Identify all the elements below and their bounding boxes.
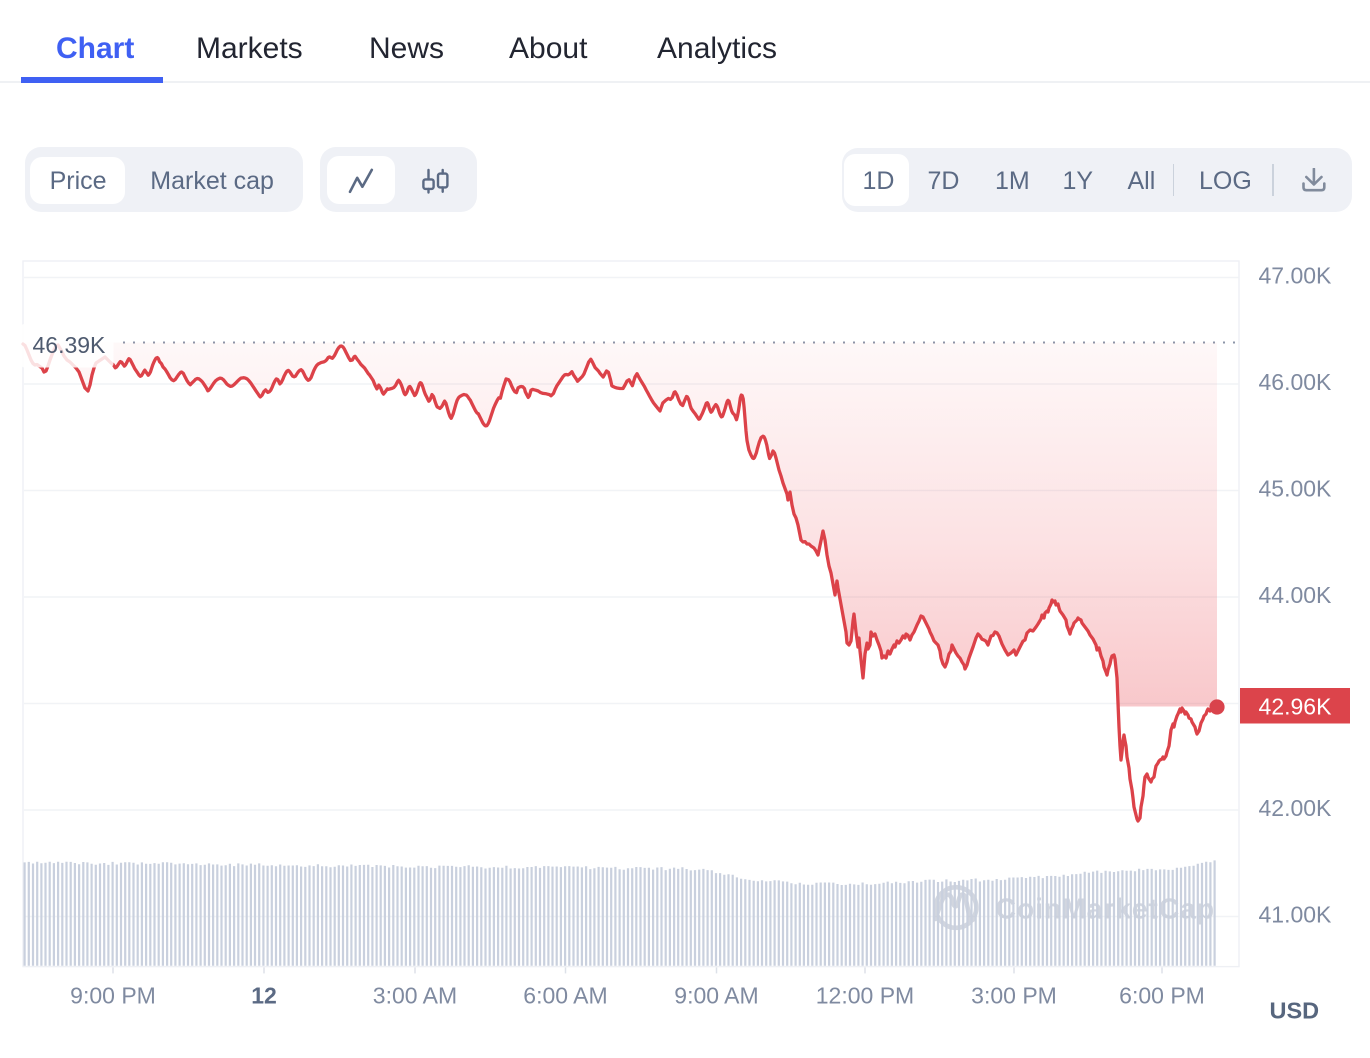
svg-text:12:00 PM: 12:00 PM: [816, 983, 914, 1009]
svg-text:46.00K: 46.00K: [1259, 369, 1333, 395]
svg-text:45.00K: 45.00K: [1259, 476, 1333, 502]
svg-text:9:00 PM: 9:00 PM: [70, 983, 156, 1009]
svg-text:6:00 AM: 6:00 AM: [523, 983, 607, 1009]
svg-text:41.00K: 41.00K: [1259, 902, 1333, 928]
svg-text:USD: USD: [1269, 998, 1319, 1024]
svg-text:42.00K: 42.00K: [1259, 795, 1333, 821]
svg-text:44.00K: 44.00K: [1259, 582, 1333, 608]
svg-text:12: 12: [251, 983, 277, 1009]
svg-text:3:00 AM: 3:00 AM: [373, 983, 457, 1009]
svg-text:9:00 AM: 9:00 AM: [674, 983, 758, 1009]
svg-text:3:00 PM: 3:00 PM: [971, 983, 1057, 1009]
svg-text:6:00 PM: 6:00 PM: [1119, 983, 1205, 1009]
svg-text:46.39K: 46.39K: [33, 332, 107, 358]
svg-text:42.96K: 42.96K: [1259, 693, 1333, 719]
svg-text:47.00K: 47.00K: [1259, 263, 1333, 289]
